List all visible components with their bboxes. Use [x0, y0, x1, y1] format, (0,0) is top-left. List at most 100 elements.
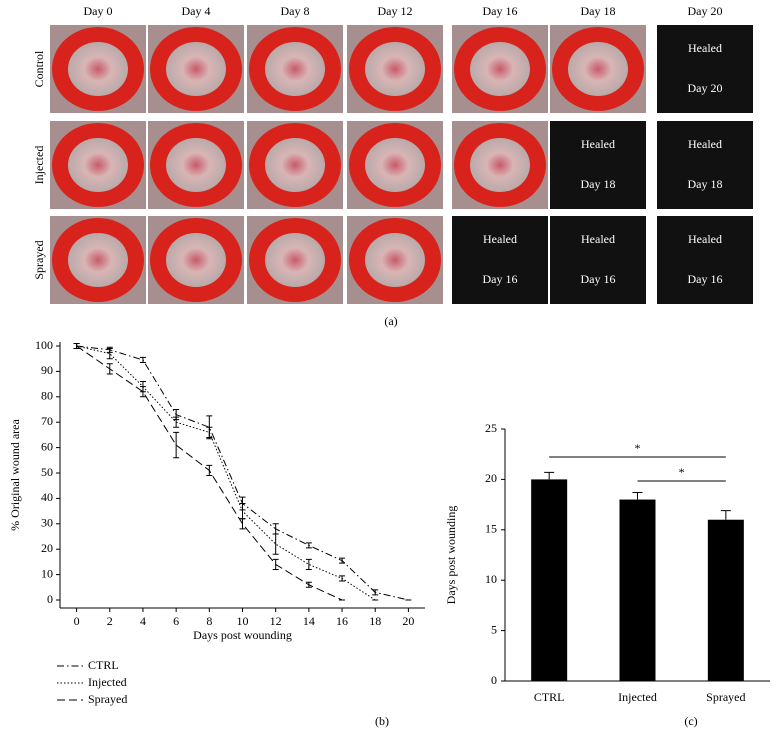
error-bar	[372, 589, 379, 596]
error-bar	[239, 502, 246, 520]
panel-label: (b)	[375, 714, 389, 728]
healed-text: Healed	[483, 232, 517, 246]
wound	[365, 233, 425, 287]
error-bar	[173, 431, 180, 459]
healed-cell	[657, 121, 753, 209]
healed-cell	[657, 216, 753, 304]
x-tick-label: 8	[206, 614, 212, 628]
healed-cell	[657, 25, 753, 113]
error-bar	[632, 492, 643, 500]
healed-day: Day 18	[581, 177, 616, 191]
healed-day: Day 16	[581, 272, 616, 286]
column-header: Day 18	[581, 4, 616, 18]
y-tick-label: 70	[41, 414, 53, 428]
x-tick-label: 16	[336, 614, 348, 628]
row-label: Control	[32, 50, 46, 87]
bar	[531, 479, 568, 681]
error-bar	[73, 342, 80, 350]
wound	[568, 42, 628, 96]
y-tick-label: 10	[41, 566, 53, 580]
healed-text: Healed	[581, 232, 615, 246]
x-tick-label: CTRL	[534, 690, 565, 704]
x-tick-label: 20	[402, 614, 414, 628]
healed-cell	[550, 216, 646, 304]
healed-text: Healed	[688, 41, 722, 55]
y-axis-label: Days post wounding	[444, 506, 458, 605]
error-bar	[272, 558, 279, 571]
healed-day: Day 16	[483, 272, 518, 286]
wound	[365, 42, 425, 96]
wound	[470, 138, 530, 192]
error-bar	[544, 471, 555, 480]
bar	[619, 499, 656, 681]
healed-cell	[452, 216, 548, 304]
y-tick-label: 0	[491, 673, 497, 687]
error-bar	[720, 510, 731, 520]
error-bar	[272, 533, 279, 555]
healed-day: Day 20	[688, 81, 723, 95]
x-tick-label: 18	[369, 614, 381, 628]
y-tick-label: 20	[485, 471, 497, 485]
wound	[365, 138, 425, 192]
y-tick-label: 90	[41, 363, 53, 377]
y-tick-label: 80	[41, 389, 53, 403]
error-bar	[206, 426, 213, 438]
wound	[265, 233, 325, 287]
series-line	[76, 345, 376, 601]
y-tick-label: 20	[41, 541, 53, 555]
wound	[470, 42, 530, 96]
error-bar	[339, 575, 346, 582]
error-bar	[173, 416, 180, 428]
column-header: Day 16	[483, 4, 518, 18]
x-tick-label: 0	[74, 614, 80, 628]
wound	[68, 233, 128, 287]
panel-label: (a)	[384, 314, 397, 328]
significance-label: *	[679, 465, 685, 479]
y-tick-label: 25	[485, 421, 497, 435]
error-bar	[305, 542, 312, 549]
healed-cell	[550, 121, 646, 209]
row-label: Injected	[32, 146, 46, 185]
wound	[166, 42, 226, 96]
column-header: Day 8	[281, 4, 310, 18]
y-tick-label: 30	[41, 516, 53, 530]
error-bar	[139, 356, 146, 364]
x-tick-label: Sprayed	[706, 690, 745, 704]
column-header: Day 20	[688, 4, 723, 18]
y-tick-label: 5	[491, 622, 497, 636]
error-bar	[339, 557, 346, 564]
significance-label: *	[635, 441, 641, 455]
x-tick-label: 6	[173, 614, 179, 628]
legend-label: Sprayed	[88, 692, 127, 706]
y-axis-label: % Original wound area	[8, 419, 22, 531]
wound	[265, 138, 325, 192]
wound	[166, 138, 226, 192]
error-bar	[206, 464, 213, 477]
x-tick-label: 14	[303, 614, 315, 628]
error-bar	[305, 581, 312, 588]
panel-label: (c)	[684, 714, 697, 728]
x-axis-label: Days post wounding	[193, 628, 292, 642]
wound	[68, 138, 128, 192]
y-tick-label: 50	[41, 465, 53, 479]
y-tick-label: 100	[35, 338, 53, 352]
error-bar	[272, 523, 279, 535]
healed-text: Healed	[688, 137, 722, 151]
error-bar	[106, 363, 113, 375]
x-tick-label: 10	[237, 614, 249, 628]
series-line	[76, 345, 409, 601]
y-tick-label: 15	[485, 522, 497, 536]
column-header: Day 0	[84, 4, 113, 18]
healed-text: Healed	[581, 137, 615, 151]
x-tick-label: 12	[270, 614, 282, 628]
wound	[68, 42, 128, 96]
wound	[265, 42, 325, 96]
legend-label: Injected	[88, 675, 127, 689]
column-header: Day 4	[182, 4, 211, 18]
wound	[166, 233, 226, 287]
error-bar	[305, 558, 312, 571]
healed-day: Day 18	[688, 177, 723, 191]
error-bar	[106, 348, 113, 360]
error-bar	[239, 518, 246, 530]
